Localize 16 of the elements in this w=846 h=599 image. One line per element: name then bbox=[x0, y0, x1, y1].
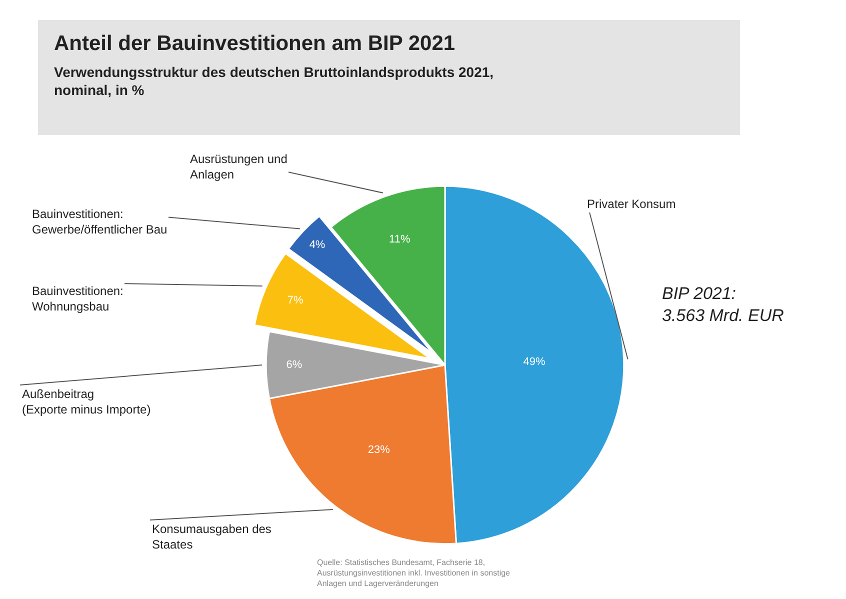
slice-label: Bauinvestitionen: Wohnungsbau bbox=[32, 284, 124, 314]
slice-label: Konsumausgaben des Staates bbox=[152, 522, 272, 552]
chart-title: Anteil der Bauinvestitionen am BIP 2021 bbox=[54, 32, 456, 55]
data-label: 6% bbox=[286, 359, 302, 371]
data-label: 23% bbox=[368, 444, 390, 456]
data-label: 7% bbox=[287, 294, 304, 306]
data-label: 4% bbox=[309, 239, 326, 252]
slice-label: Ausrüstungen und Anlagen bbox=[190, 152, 288, 182]
data-label: 49% bbox=[523, 356, 546, 368]
text: BIP 2021: 3.563 Mrd. EUR bbox=[662, 284, 784, 326]
slice-label: Außenbeitrag (Exporte minus Importe) bbox=[22, 387, 151, 417]
data-label: 11% bbox=[389, 233, 410, 246]
source-note: Quelle: Statistisches Bundesamt, Fachserie 18, Ausrüstungsinvestitionen inkl. Investitionen in sonstige Anlagen und Lagerveränderungen bbox=[317, 558, 511, 588]
chart-subtitle: Verwendungsstruktur des deutschen Bruttoinlandsprodukts 2021, nominal, in % bbox=[54, 64, 494, 98]
slice-label: Bauinvestitionen: Gewerbe/öffentlicher Bau bbox=[32, 207, 168, 237]
slice-label: Privater Konsum bbox=[587, 197, 676, 211]
